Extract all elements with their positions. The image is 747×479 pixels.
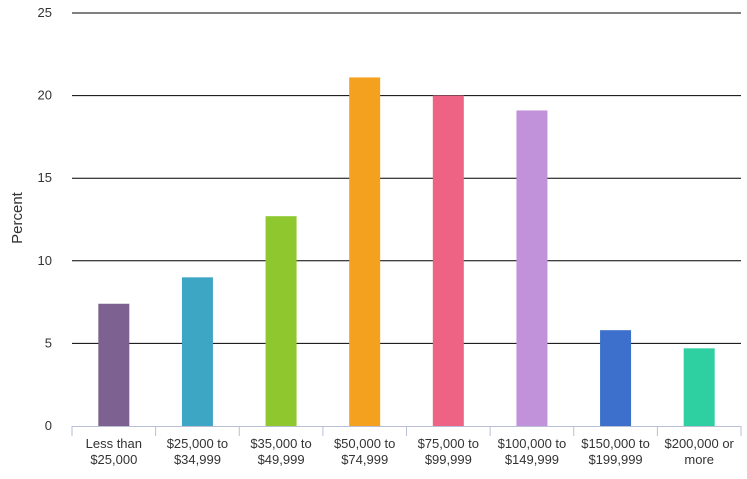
x-tick-label: Less than $25,000 (86, 436, 142, 467)
y-tick-label: 20 (38, 88, 52, 103)
x-tick-label: $150,000 to $199,999 (581, 436, 650, 467)
gridlines (72, 12, 741, 344)
bar (600, 330, 632, 426)
x-tick-label: $35,000 to $49,999 (250, 436, 311, 467)
bar (265, 216, 297, 426)
y-tick-label: 0 (45, 418, 52, 433)
x-tick-label: $200,000 or more (664, 436, 734, 467)
x-tick-label: $50,000 to $74,999 (334, 436, 395, 467)
x-tick-label: $100,000 to $149,999 (498, 436, 567, 467)
y-axis-ticks: 0 5 10 15 20 25 (38, 5, 52, 433)
y-tick-label: 5 (45, 335, 52, 350)
y-tick-label: 10 (38, 253, 52, 268)
bar (683, 348, 715, 426)
x-tick-label: $25,000 to $34,999 (167, 436, 228, 467)
bar (516, 110, 548, 426)
x-axis: Less than $25,000 $25,000 to $34,999 $35,000… (71, 426, 742, 467)
bar (181, 277, 213, 426)
y-axis-title: Percent (9, 191, 26, 244)
y-tick-label: 25 (38, 5, 52, 20)
bar (432, 95, 464, 426)
bar (98, 303, 130, 426)
bar (349, 77, 381, 426)
x-tick-label: $75,000 to $99,999 (418, 436, 479, 467)
y-tick-label: 15 (38, 170, 52, 185)
bars (98, 77, 715, 426)
